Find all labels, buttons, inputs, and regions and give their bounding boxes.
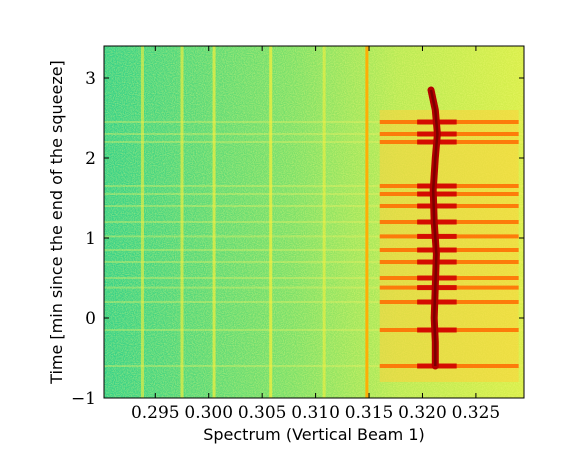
spectral-line <box>180 46 184 398</box>
y-tick-label: 0 <box>85 309 96 329</box>
y-tick-label: 2 <box>85 149 96 169</box>
burst-core <box>417 191 457 197</box>
spectral-lines <box>140 46 369 398</box>
horizontal-band <box>104 301 524 303</box>
y-axis: −1 0 1 2 3 <box>71 69 524 409</box>
horizontal-band <box>104 193 524 195</box>
burst-bands <box>379 110 519 382</box>
horizontal-band <box>104 221 524 223</box>
horizontal-band <box>104 286 524 289</box>
horizontal-band <box>104 261 524 263</box>
spectral-line <box>140 46 144 398</box>
x-tick-label: 0.315 <box>345 403 394 423</box>
horizontal-band <box>104 277 524 279</box>
x-tick-label: 0.295 <box>131 403 180 423</box>
burst-region <box>379 110 519 382</box>
x-tick-label: 0.305 <box>238 403 287 423</box>
spectral-line <box>322 46 326 398</box>
horizontal-band <box>104 185 524 187</box>
x-axis: 0.295 0.300 0.305 0.310 0.315 0.320 0.325 <box>131 46 500 423</box>
horizontal-band <box>104 235 524 238</box>
x-tick-label: 0.310 <box>291 403 340 423</box>
spectral-line <box>212 46 216 398</box>
horizontal-band <box>104 249 524 251</box>
horizontal-band <box>104 121 524 123</box>
horizontal-band <box>104 329 524 331</box>
horizontal-band <box>104 141 524 143</box>
horizontal-band <box>104 365 524 367</box>
horizontal-bands <box>104 121 524 367</box>
y-axis-label: Time [min since the end of the squeeze] <box>47 60 66 385</box>
x-tick-label: 0.320 <box>398 403 447 423</box>
y-tick-label: 1 <box>85 229 96 249</box>
horizontal-band <box>104 205 524 207</box>
plot-frame <box>103 45 525 399</box>
horizontal-band <box>104 133 524 135</box>
tune-trace-core <box>429 89 439 366</box>
heatmap-plot-area <box>104 46 524 398</box>
x-axis-label: Spectrum (Vertical Beam 1) <box>203 425 425 444</box>
x-tick-label: 0.325 <box>452 403 501 423</box>
y-tick-label: 3 <box>85 69 96 89</box>
spectral-line <box>269 46 273 398</box>
y-tick-label: −1 <box>71 389 96 409</box>
x-tick-label: 0.300 <box>184 403 233 423</box>
spectral-line-strong <box>365 46 369 398</box>
